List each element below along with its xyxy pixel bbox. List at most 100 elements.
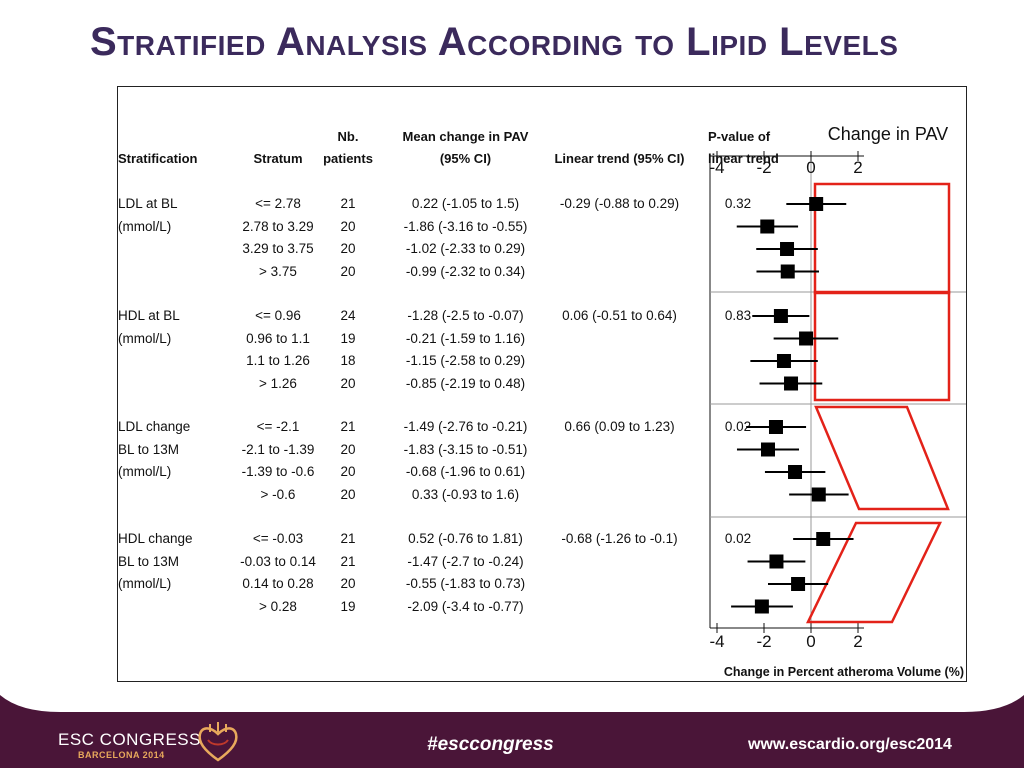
- stratum-cell: > -0.6: [260, 486, 296, 502]
- bottom-tick-label: 0: [806, 632, 815, 651]
- point-estimate-marker: [816, 532, 831, 546]
- patients-cell: 20: [340, 464, 356, 479]
- results-panel: Stratification Stratum Nb. patients Mean cha…: [117, 86, 967, 682]
- patients-cell: 20: [340, 375, 356, 391]
- stratum-cell: 2.78 to 3.29: [242, 218, 314, 234]
- top-tick-label: 0: [806, 158, 815, 177]
- group-label: (mmol/L): [118, 576, 172, 591]
- point-estimate-marker: [799, 331, 814, 346]
- patients-cell: 21: [340, 196, 356, 211]
- header-nb: Nb.: [337, 129, 359, 144]
- header-stratification: Stratification: [118, 151, 198, 166]
- stratum-cell: -2.1 to -1.39: [241, 441, 315, 457]
- mean-change-cell: 0.52 (-0.76 to 1.81): [408, 531, 523, 546]
- point-estimate-marker: [769, 554, 784, 569]
- linear-trend-value: 0.66 (0.09 to 1.23): [564, 419, 675, 434]
- stratum-cell: 0.14 to 0.28: [242, 576, 314, 591]
- chart-title: Change in PAV: [828, 124, 948, 144]
- highlight-parallelogram-hdl-change: [806, 521, 942, 624]
- header-mean-ci: (95% CI): [439, 151, 492, 166]
- stratum-cell: > 1.26: [259, 375, 297, 391]
- group-label: (mmol/L): [118, 218, 172, 234]
- point-estimate-marker: [776, 354, 791, 368]
- stratum-cell: 0.96 to 1.1: [246, 330, 310, 346]
- stratum-cell: <= 2.78: [255, 196, 301, 211]
- patients-cell: 19: [340, 598, 356, 614]
- patients-cell: 21: [340, 419, 356, 434]
- hashtag: #esccongress: [427, 734, 554, 755]
- patients-cell: 21: [340, 531, 356, 546]
- point-estimate-marker: [760, 219, 775, 234]
- header-linear-trend: Linear trend (95% CI): [554, 151, 685, 166]
- group-label: (mmol/L): [118, 330, 172, 346]
- point-estimate-marker: [780, 264, 795, 279]
- p-value: 0.83: [724, 308, 752, 323]
- mean-change-cell: -1.83 (-3.15 to -0.51): [403, 441, 528, 457]
- stratum-cell: > 3.75: [259, 263, 297, 279]
- p-value: 0.32: [724, 196, 752, 211]
- highlight-box-hdl-bl: [813, 290, 951, 402]
- stratum-cell: <= -0.03: [252, 531, 304, 546]
- point-estimate-marker: [780, 242, 795, 256]
- mean-change-cell: -0.99 (-2.32 to 0.34): [405, 263, 526, 279]
- bottom-tick-label: -2: [756, 632, 771, 651]
- top-tick-label: -2: [756, 158, 771, 177]
- header-pvalue: P-value of: [708, 129, 771, 144]
- patients-cell: 20: [340, 486, 356, 502]
- top-tick-label: 2: [853, 158, 862, 177]
- group-label: LDL at BL: [118, 196, 178, 211]
- mean-change-cell: -1.47 (-2.7 to -0.24): [407, 553, 524, 569]
- group-label: HDL change: [118, 531, 193, 546]
- x-axis-label: Change in Percent atheroma Volume (%): [724, 665, 964, 679]
- p-value: 0.02: [724, 531, 752, 546]
- patients-cell: 20: [340, 441, 356, 457]
- patients-cell: 21: [340, 553, 356, 569]
- point-estimate-marker: [754, 599, 769, 614]
- stratum-cell: 3.29 to 3.75: [242, 241, 314, 256]
- bottom-tick-label: 2: [853, 632, 862, 651]
- header-linear-trend-pvalue: linear trend: [708, 151, 779, 166]
- mean-change-cell: -1.15 (-2.58 to 0.29): [405, 353, 526, 368]
- stratum-cell: <= -2.1: [256, 419, 300, 434]
- point-estimate-marker: [760, 442, 775, 457]
- patients-cell: 20: [340, 241, 356, 256]
- website-link[interactable]: www.escardio.org/esc2014: [748, 736, 952, 753]
- group-label: (mmol/L): [118, 464, 172, 479]
- point-estimate-marker: [788, 465, 803, 479]
- group-label: LDL change: [118, 419, 191, 434]
- point-estimate-marker: [773, 309, 788, 323]
- linear-trend-value: -0.29 (-0.88 to 0.29): [559, 196, 680, 211]
- header-stratum: Stratum: [253, 151, 303, 166]
- highlight-parallelogram-ldl-change: [814, 405, 950, 511]
- mean-change-cell: -0.68 (-1.96 to 0.61): [405, 464, 526, 479]
- mean-change-cell: -1.28 (-2.5 to -0.07): [407, 308, 524, 323]
- linear-trend-value: 0.06 (-0.51 to 0.64): [562, 308, 677, 323]
- linear-trend-value: -0.68 (-1.26 to -0.1): [561, 531, 678, 546]
- patients-cell: 20: [340, 576, 356, 591]
- mean-change-cell: -1.49 (-2.76 to -0.21): [403, 419, 528, 434]
- forest-plot: Change in PAV -4 -4 -2 -2 0 0 2 2 Change in Perce…: [709, 124, 966, 679]
- mean-change-cell: 0.22 (-1.05 to 1.5): [411, 196, 520, 211]
- point-estimate-marker: [784, 376, 799, 391]
- congress-name: ESC CONGRESS: [58, 730, 201, 749]
- stratum-cell: -1.39 to -0.6: [241, 464, 315, 479]
- mean-change-cell: -1.86 (-3.16 to -0.55): [403, 218, 528, 234]
- mean-change-cell: -0.21 (-1.59 to 1.16): [405, 330, 526, 346]
- esc-heart-logo-icon: [198, 722, 238, 762]
- stratum-cell: <= 0.96: [255, 308, 301, 323]
- point-estimate-marker: [791, 577, 806, 591]
- stratum-cell: > 0.28: [259, 598, 297, 614]
- header-mean-change: Mean change in PAV: [402, 129, 529, 144]
- point-estimate-marker: [811, 487, 826, 502]
- footer-bar: [0, 712, 1024, 768]
- stratum-cell: -0.03 to 0.14: [240, 553, 316, 569]
- stratum-cell: 1.1 to 1.26: [246, 353, 310, 368]
- highlight-box-ldl-bl: [813, 182, 951, 295]
- mean-change-cell: -2.09 (-3.4 to -0.77): [407, 598, 524, 614]
- header-patients: patients: [323, 151, 373, 166]
- bottom-tick-label: -4: [709, 632, 724, 651]
- point-estimate-marker: [768, 420, 783, 434]
- mean-change-cell: -0.85 (-2.19 to 0.48): [405, 375, 526, 391]
- mean-change-cell: 0.33 (-0.93 to 1.6): [411, 486, 520, 502]
- mean-change-cell: -0.55 (-1.83 to 0.73): [405, 576, 526, 591]
